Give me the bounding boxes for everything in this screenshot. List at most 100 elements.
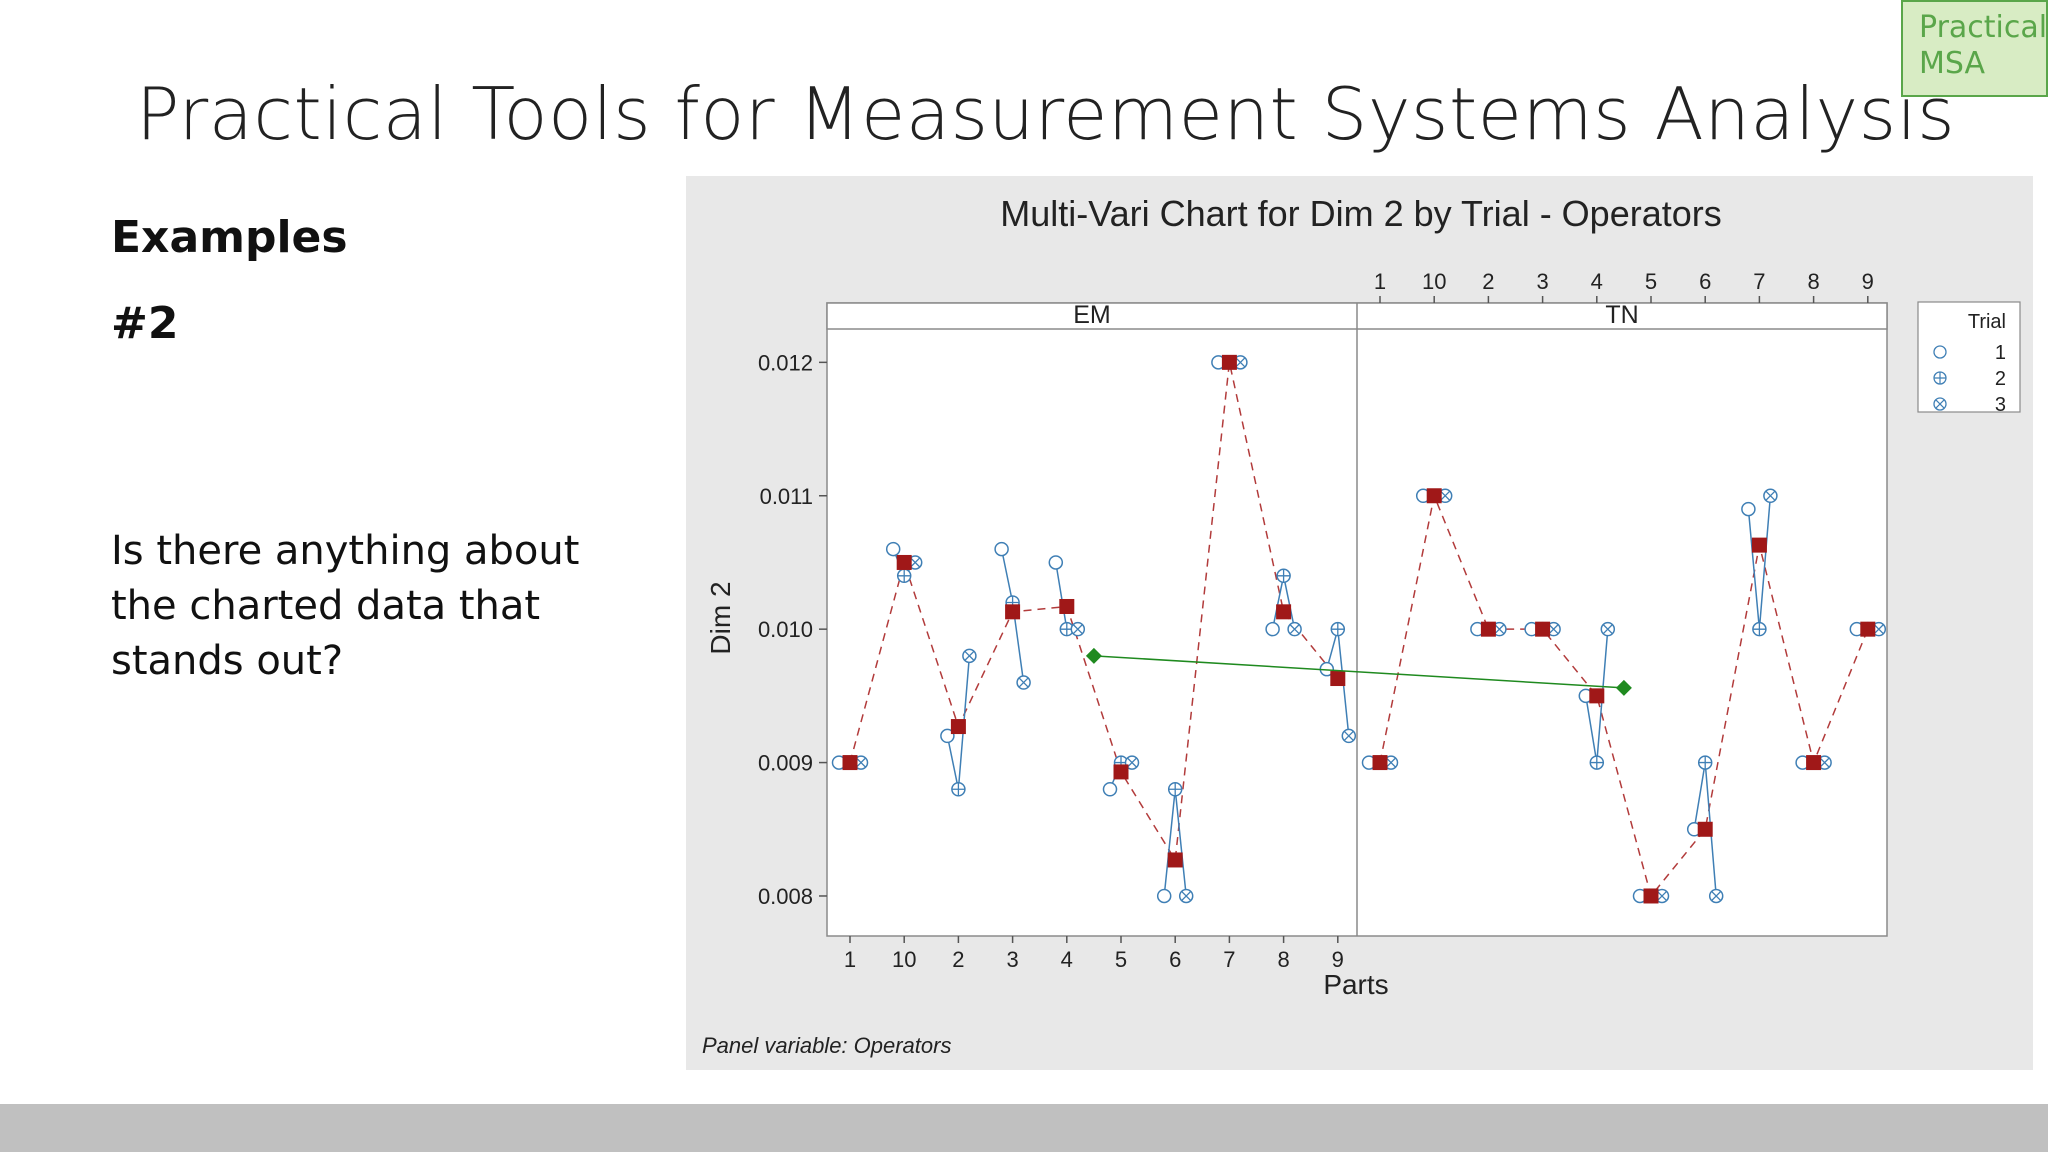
x-tick-label: 3 — [1536, 269, 1548, 294]
part-mean-marker — [1221, 354, 1237, 370]
x-tick-label: 2 — [952, 947, 964, 972]
trial-3-x — [1235, 357, 1246, 368]
part-mean-marker — [1330, 671, 1346, 687]
part-mean-marker — [1113, 764, 1129, 780]
part-mean-marker — [1167, 852, 1183, 868]
legend-label: 3 — [1995, 394, 2006, 416]
x-tick-label: 10 — [892, 947, 916, 972]
trial-3-x — [1656, 890, 1668, 901]
trial-3-x — [1494, 624, 1505, 635]
trial-3-x — [1440, 490, 1451, 501]
practical-msa-logo: Practical MSA — [1901, 0, 2048, 97]
legend-x — [1935, 399, 1945, 409]
trial-2-cross — [1277, 569, 1291, 583]
x-tick-label: 9 — [1332, 947, 1344, 972]
legend-trial-1-symbol — [1933, 345, 1947, 359]
x-tick-label: 4 — [1061, 947, 1073, 972]
trial-3-x — [1126, 757, 1138, 768]
part-mean-marker — [1372, 755, 1388, 771]
trial-3-x — [1819, 757, 1830, 768]
trial-3-x — [855, 757, 867, 768]
part-mean-marker — [1276, 604, 1292, 620]
trial-1-point — [1048, 555, 1064, 570]
trial-3-x — [1072, 624, 1083, 635]
part-mean-marker — [1697, 821, 1713, 837]
chart-title: Multi-Vari Chart for Dim 2 by Trial - Op… — [1000, 193, 1722, 234]
trial-1-point — [1156, 888, 1172, 904]
x-tick-label: 3 — [1006, 947, 1018, 972]
part-mean-marker — [1589, 688, 1605, 704]
trial-3-x — [1548, 624, 1559, 635]
x-tick-label: 8 — [1807, 269, 1819, 294]
trial-2-cross — [1590, 756, 1604, 770]
trial-2-cross — [951, 782, 965, 796]
y-tick-label: 0.008 — [758, 884, 813, 909]
trial-2-cross — [1698, 756, 1712, 770]
trial-3-x — [1873, 624, 1884, 635]
legend-box — [1917, 301, 2021, 413]
x-tick-label: 7 — [1223, 947, 1235, 972]
part-mean-marker — [1643, 888, 1659, 904]
trial-3-x — [1711, 890, 1722, 901]
x-tick-label: 5 — [1645, 269, 1657, 294]
x-tick-label: 7 — [1753, 269, 1765, 294]
x-tick-label: 6 — [1169, 947, 1181, 972]
trial-1-point — [940, 728, 955, 744]
trial-1-point — [1102, 782, 1118, 797]
trial-3-x — [1289, 624, 1300, 635]
section-heading: Examples — [111, 212, 348, 263]
trial-2-cross — [897, 569, 911, 583]
x-tick-label: 10 — [1422, 269, 1446, 294]
y-tick-label: 0.010 — [758, 617, 813, 642]
trial-1-point — [885, 541, 901, 557]
legend-cross — [1934, 372, 1946, 384]
x-tick-label: 9 — [1862, 269, 1874, 294]
trial-2-cross — [1752, 622, 1766, 636]
x-tick-label: 8 — [1277, 947, 1289, 972]
trial-3-x — [1765, 490, 1776, 501]
part-mean-line — [1379, 493, 1869, 898]
y-tick-label: 0.009 — [758, 751, 813, 776]
x-tick-label: 5 — [1115, 947, 1127, 972]
part-mean-marker — [1860, 621, 1876, 637]
y-tick-label: 0.012 — [758, 350, 813, 375]
part-mean-marker — [950, 719, 966, 735]
part-mean-marker — [1059, 598, 1075, 614]
x-tick-label: 2 — [1482, 269, 1494, 294]
panel-label: TN — [1605, 301, 1638, 329]
footer-bar — [0, 1104, 2048, 1152]
part-mean-marker — [1005, 604, 1021, 620]
trial-2-cross — [1168, 782, 1182, 796]
trial-1-point — [1741, 501, 1756, 517]
trial-2-cross — [1331, 622, 1345, 636]
x-tick-label: 6 — [1699, 269, 1711, 294]
part-mean-marker — [842, 755, 858, 771]
multi-vari-chart: Multi-Vari Chart for Dim 2 by Trial - Op… — [702, 193, 2021, 1058]
operator-mean-marker — [1085, 647, 1102, 664]
logo-line-1: Practical — [1919, 10, 2048, 45]
y-tick-label: 0.011 — [760, 484, 813, 509]
part-mean-marker — [896, 554, 912, 570]
legend-title: Trial — [1968, 311, 2006, 333]
panel-footnote: Panel variable: Operators — [702, 1033, 951, 1058]
legend-label: 1 — [1995, 342, 2006, 364]
panel-label: EM — [1073, 301, 1111, 329]
part-mean-marker — [1806, 755, 1822, 771]
part-mean-line — [849, 362, 1339, 863]
operator-mean-line — [1093, 655, 1624, 689]
part-mean-marker — [1480, 621, 1496, 637]
x-tick-label: 1 — [844, 947, 856, 972]
trial-3-x — [910, 557, 921, 568]
trial-3-x — [1343, 730, 1354, 741]
trial-1-point — [1265, 621, 1280, 637]
chart-container: Multi-Vari Chart for Dim 2 by Trial - Op… — [686, 176, 2033, 1070]
y-axis-label: Dim 2 — [705, 581, 736, 654]
trial-3-x — [1385, 757, 1397, 768]
trial-3-x — [1602, 624, 1613, 635]
part-mean-marker — [1535, 621, 1551, 637]
trial-3-x — [1018, 677, 1029, 688]
part-mean-marker — [1426, 488, 1442, 504]
logo-line-2: MSA — [1919, 46, 1986, 81]
trial-3-x — [964, 650, 975, 661]
x-tick-label: 1 — [1374, 269, 1386, 294]
